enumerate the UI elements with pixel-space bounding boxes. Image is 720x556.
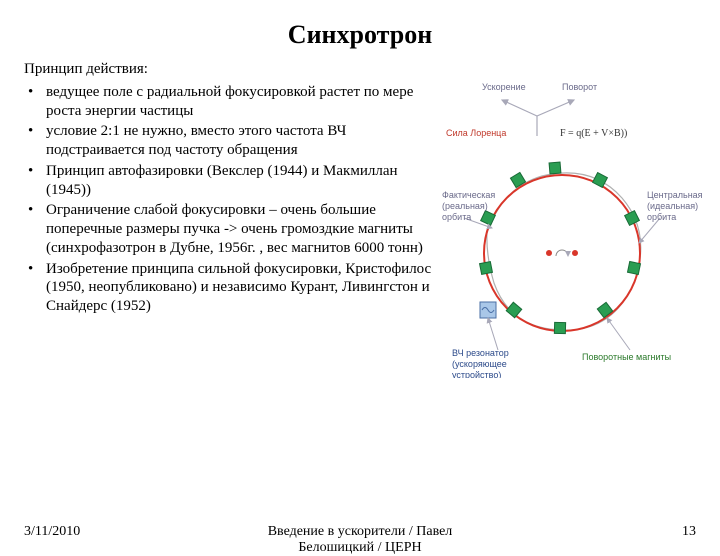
ideal-orbit-label: Центральная: [647, 190, 702, 200]
lorentz-label: Сила Лоренца: [446, 128, 506, 138]
synchrotron-diagram: Ускорение Поворот Сила Лоренца F = q(E + V×…: [442, 78, 702, 378]
footer-page-number: 13: [682, 524, 696, 540]
rf-label: ВЧ резонатор: [452, 348, 509, 358]
bend-label: Поворот: [562, 82, 597, 92]
particle-dot-icon: [546, 250, 552, 256]
bend-magnet-icon: [506, 302, 521, 317]
svg-text:устройство): устройство): [452, 370, 501, 378]
svg-text:орбита: орбита: [442, 212, 471, 222]
bend-magnet-icon: [480, 262, 493, 275]
svg-text:(идеальная): (идеальная): [647, 201, 698, 211]
callout-line: [607, 318, 630, 350]
svg-text:(реальная): (реальная): [442, 201, 488, 211]
ideal-orbit: [484, 175, 640, 331]
bend-magnet-icon: [627, 261, 640, 274]
svg-text:орбита: орбита: [647, 212, 676, 222]
text-column: Принцип действия: ведущее поле с радиаль…: [24, 60, 436, 383]
equation-label: F = q(E + V×B)): [560, 128, 627, 139]
bullet-list: ведущее поле с радиальной фокусировкой р…: [24, 83, 436, 316]
particle-dot-icon: [572, 250, 578, 256]
footer-center: Введение в ускорители / Павел Белошицкий…: [268, 524, 453, 556]
accel-label: Ускорение: [482, 82, 526, 92]
bend-magnet-icon: [481, 211, 496, 226]
real-orbit-label: Фактическая: [442, 190, 495, 200]
list-item: Изобретение принципа сильной фокусировки…: [24, 260, 436, 316]
list-item: условие 2:1 не нужно, вместо этого часто…: [24, 122, 436, 160]
svg-text:(ускоряющее: (ускоряющее: [452, 359, 507, 369]
footer-date: 3/11/2010: [24, 524, 80, 540]
list-item: Принцип автофазировки (Векслер (1944) и …: [24, 162, 436, 200]
content-area: Принцип действия: ведущее поле с радиаль…: [0, 60, 720, 383]
list-item: Ограничение слабой фокусировки – очень б…: [24, 201, 436, 257]
callout-line: [488, 318, 498, 350]
bend-magnet-icon: [549, 162, 561, 174]
subtitle: Принцип действия:: [24, 60, 436, 79]
list-item: ведущее поле с радиальной фокусировкой р…: [24, 83, 436, 121]
slide-title: Синхротрон: [0, 0, 720, 60]
bend-magnet-icon: [593, 173, 608, 188]
magnets-label: Поворотные магниты: [582, 352, 671, 362]
bend-magnet-icon: [554, 322, 565, 333]
diagram-column: Ускорение Поворот Сила Лоренца F = q(E + V×…: [436, 60, 702, 383]
rotation-icon: [556, 250, 568, 256]
